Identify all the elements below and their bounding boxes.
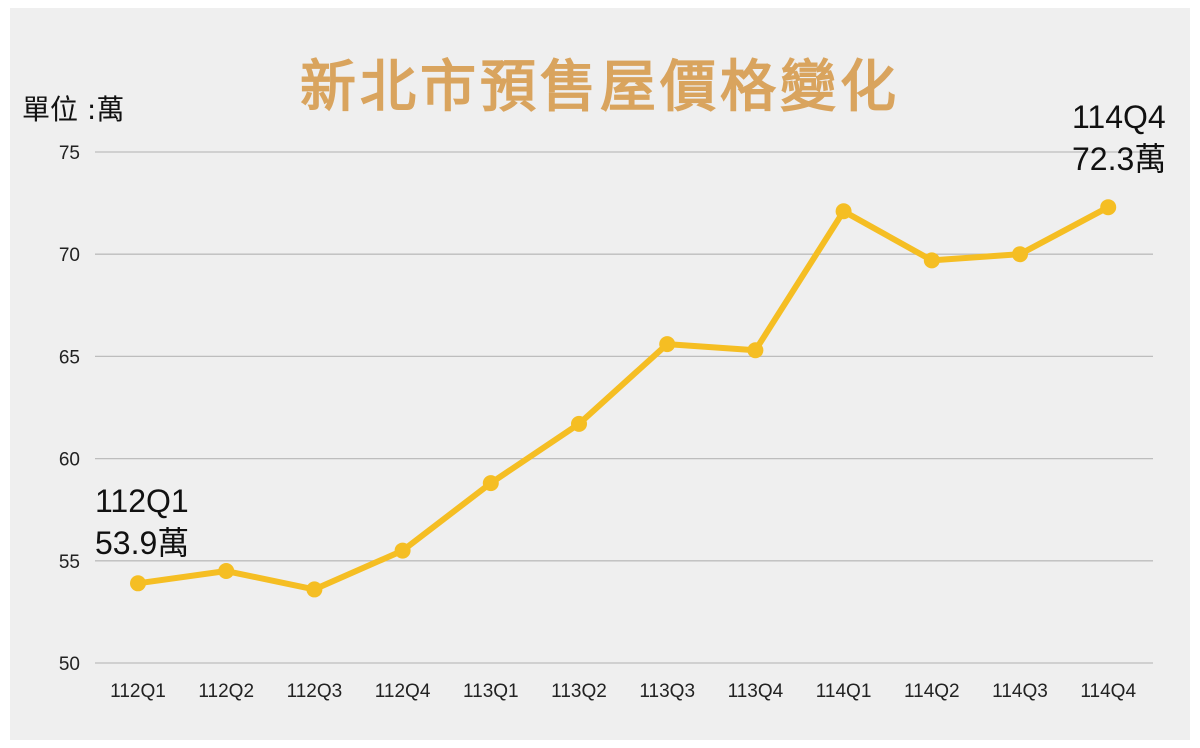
data-point <box>482 475 499 492</box>
x-tick-label: 112Q1 <box>110 681 166 702</box>
chart-title: 新北市預售屋價格變化 <box>300 55 900 120</box>
annotation-start-period: 112Q1 <box>95 483 189 519</box>
annotation-end-period: 114Q4 <box>1072 99 1166 135</box>
x-tick-label: 114Q3 <box>992 681 1048 702</box>
x-tick-label: 113Q2 <box>551 681 607 702</box>
chart-panel <box>10 8 1190 740</box>
series-line <box>135 204 1112 593</box>
data-point <box>571 415 587 432</box>
y-tick-label: 75 <box>59 143 80 164</box>
x-tick-label: 113Q4 <box>728 681 784 702</box>
x-tick-label: 112Q4 <box>375 681 431 702</box>
y-tick-label: 65 <box>59 347 80 368</box>
x-tick-label: 114Q4 <box>1080 681 1136 702</box>
x-tick-label: 113Q1 <box>463 681 519 702</box>
data-point <box>923 252 940 269</box>
y-tick-label: 60 <box>59 450 80 471</box>
data-point <box>394 542 411 559</box>
unit-label: 單位 :萬 <box>22 93 125 126</box>
x-tick-label: 114Q2 <box>904 681 960 702</box>
data-point <box>1012 246 1028 263</box>
data-point <box>218 563 235 580</box>
x-tick-label: 114Q1 <box>816 681 872 702</box>
annotation-start-value: 53.9萬 <box>95 525 190 561</box>
annotation-start: 112Q1 53.9萬 <box>95 480 189 564</box>
y-tick-label: 70 <box>59 245 80 266</box>
annotation-end: 114Q4 72.3萬 <box>1072 96 1166 180</box>
data-point <box>1100 199 1117 216</box>
data-point <box>130 575 146 592</box>
y-tick-label: 50 <box>59 654 80 675</box>
x-tick-label: 112Q2 <box>198 681 254 702</box>
y-tick-label: 55 <box>59 552 80 573</box>
data-point <box>747 342 764 359</box>
x-tick-label: 112Q3 <box>287 681 343 702</box>
data-point <box>659 336 676 353</box>
x-tick-label: 113Q3 <box>639 681 695 702</box>
annotation-end-value: 72.3萬 <box>1072 141 1167 177</box>
data-point <box>835 203 852 220</box>
data-point <box>306 581 323 598</box>
